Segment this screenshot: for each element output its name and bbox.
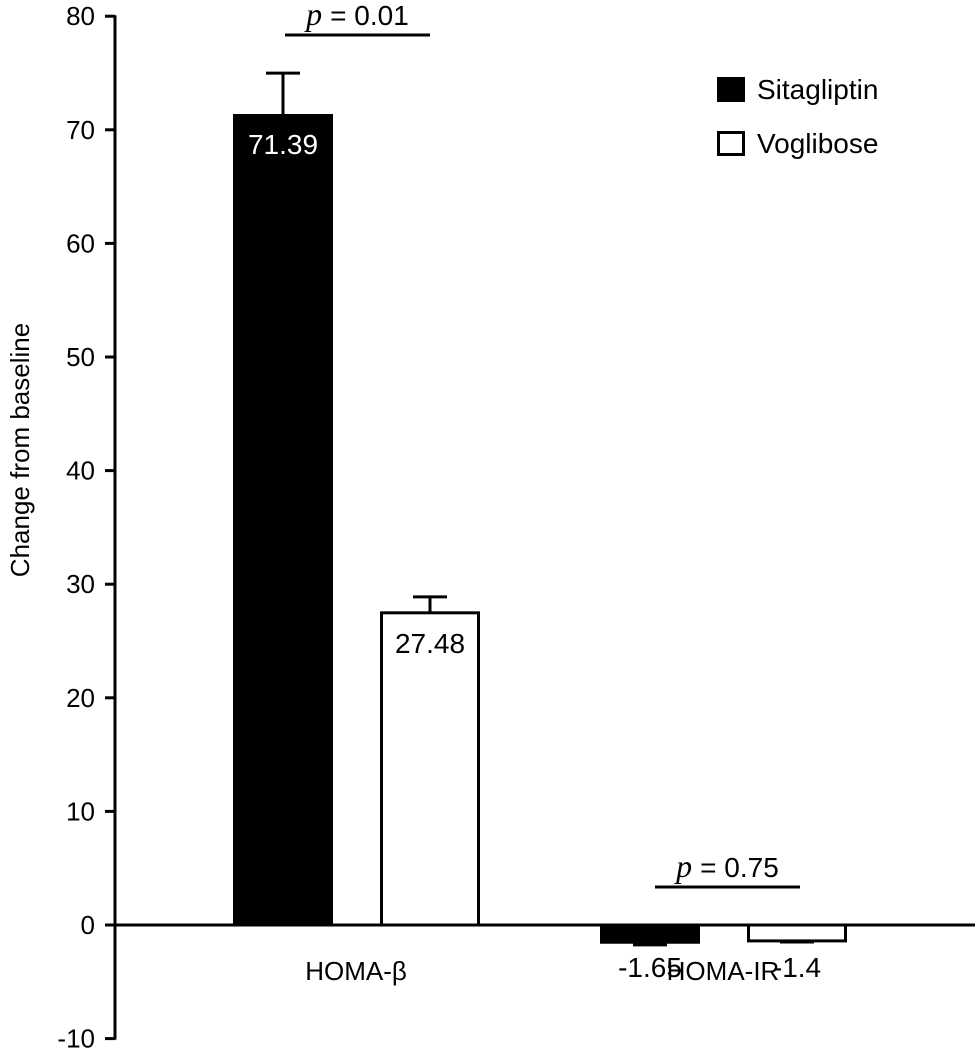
x-tick-label: HOMA-IR [667, 956, 780, 986]
x-tick-label: HOMA-β [305, 956, 407, 986]
bar-voglibose [380, 611, 480, 927]
bar-sitagliptin [233, 114, 333, 926]
y-tick-label: 40 [66, 456, 95, 486]
data-label: -1.65 [618, 952, 682, 983]
p-value-label: p = 0.75 [674, 848, 779, 884]
y-tick-label: 20 [66, 683, 95, 713]
y-tick-label: 30 [66, 569, 95, 599]
y-tick-label: 70 [66, 115, 95, 145]
y-axis-label: Change from baseline [5, 323, 35, 577]
p-value-label: p = 0.01 [304, 0, 409, 32]
y-tick-label: 0 [81, 910, 95, 940]
data-label: 27.48 [395, 628, 465, 659]
y-tick-label: 60 [66, 228, 95, 258]
y-tick-label: -10 [57, 1024, 95, 1050]
data-label: 71.39 [248, 129, 318, 160]
bar-sitagliptin [600, 925, 700, 944]
legend-label: Voglibose [757, 128, 878, 159]
data-label: -1.4 [773, 952, 821, 983]
y-tick-label: 10 [66, 796, 95, 826]
legend-label: Sitagliptin [757, 74, 878, 105]
y-tick-label: 50 [66, 342, 95, 372]
bar-voglibose [747, 923, 847, 943]
legend-swatch-sitagliptin [717, 77, 745, 102]
legend-swatch-voglibose [717, 131, 745, 156]
y-tick-label: 80 [66, 1, 95, 31]
